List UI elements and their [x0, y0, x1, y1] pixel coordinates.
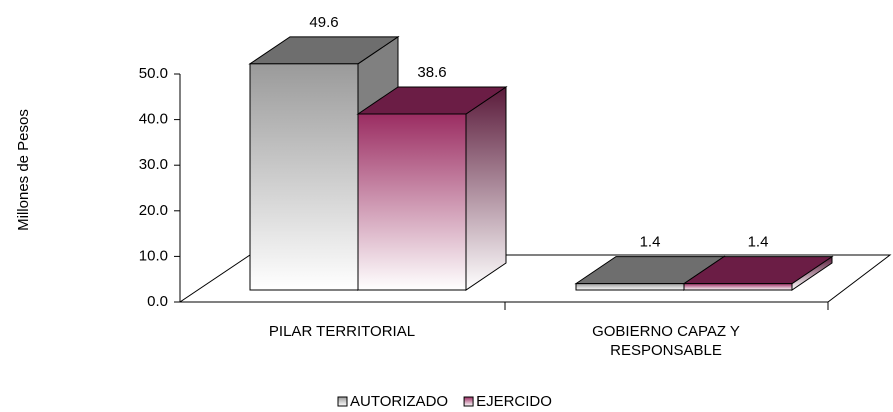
- x-tick-label: GOBIERNO CAPAZ Y RESPONSABLE: [592, 323, 740, 359]
- value-label: 1.4: [748, 234, 769, 251]
- bar: [356, 86, 508, 291]
- legend-swatch: [337, 396, 348, 407]
- y-tick-label: 10.0: [139, 247, 168, 264]
- legend-label: EJERCIDO: [476, 393, 552, 410]
- x-tick-label: PILAR TERRITORIAL: [268, 323, 416, 340]
- value-label: 38.6: [417, 64, 446, 81]
- value-label: 1.4: [640, 234, 661, 251]
- y-tick-label: 20.0: [139, 202, 168, 219]
- bar: [682, 255, 834, 291]
- value-label: 49.6: [309, 14, 338, 31]
- y-tick-label: 40.0: [139, 111, 168, 128]
- y-tick-label: 30.0: [139, 156, 168, 173]
- bar-face: [575, 283, 685, 291]
- legend-swatch: [463, 396, 474, 407]
- y-tick-label: 50.0: [139, 65, 168, 82]
- bar-face: [683, 283, 793, 291]
- legend-label: AUTORIZADO: [350, 393, 448, 410]
- bar-face: [465, 86, 507, 291]
- y-tick-label: 0.0: [147, 293, 168, 310]
- y-axis-label: Millones de Pesos: [15, 109, 32, 231]
- bar-face: [357, 113, 467, 291]
- bar-face: [249, 63, 359, 291]
